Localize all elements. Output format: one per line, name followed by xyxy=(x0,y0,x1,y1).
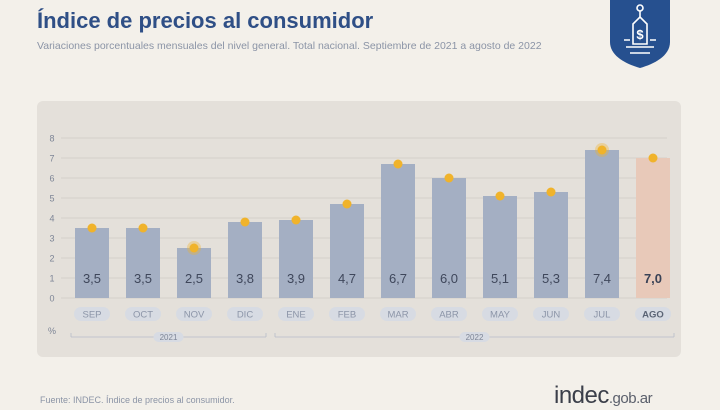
logo-suffix: .gob.ar xyxy=(608,390,653,407)
bar xyxy=(75,228,109,298)
bar xyxy=(228,222,262,298)
bar xyxy=(279,220,313,298)
category-pill xyxy=(227,307,263,321)
category-pill xyxy=(431,307,467,321)
data-point xyxy=(291,215,301,225)
bar-chart: 0 1 2 3 4 5 6 7 8% 3,5 SEP 3,5 OCT 2,5 NOV 3,8 DIC 3,9 ENE… xyxy=(48,134,675,342)
bar xyxy=(432,178,466,298)
bar xyxy=(636,158,670,298)
x-tick-label: NOV xyxy=(184,310,205,321)
x-tick-label: ABR xyxy=(439,310,459,321)
data-label: 2,5 xyxy=(185,271,203,286)
data-point xyxy=(240,217,250,227)
data-point xyxy=(342,199,352,209)
category-pill xyxy=(329,307,365,321)
price-tag-dollar-icon: $ xyxy=(610,0,670,68)
data-label: 7,0 xyxy=(644,271,662,286)
x-tick-label: OCT xyxy=(133,310,153,321)
bar xyxy=(330,204,364,298)
year-pill xyxy=(459,332,490,342)
indec-logo: indec.gob.ar xyxy=(554,382,653,410)
data-label: 6,7 xyxy=(389,271,407,286)
chart-title: Índice de precios al consumidor xyxy=(37,8,374,33)
category-pill xyxy=(176,307,212,321)
data-label: 5,1 xyxy=(491,271,509,286)
category-pill xyxy=(482,307,518,321)
chart-panel: 0 1 2 3 4 5 6 7 8% 3,5 SEP 3,5 OCT 2,5 NOV 3,8 DIC 3,9 ENE… xyxy=(37,101,681,357)
bar xyxy=(381,164,415,298)
data-label: 7,4 xyxy=(593,271,611,286)
category-pill xyxy=(278,307,314,321)
y-tick-label: 8 xyxy=(49,134,54,144)
x-tick-label: SEP xyxy=(82,310,101,321)
data-label: 5,3 xyxy=(542,271,560,286)
x-tick-label: ENE xyxy=(286,310,306,321)
bar xyxy=(585,150,619,298)
data-label: 3,5 xyxy=(134,271,152,286)
category-pill xyxy=(635,307,671,321)
year-label: 2022 xyxy=(466,333,484,342)
chart-subtitle: Variaciones porcentuales mensuales del n… xyxy=(37,40,542,52)
data-point xyxy=(444,173,454,183)
data-label: 6,0 xyxy=(440,271,458,286)
data-label: 3,5 xyxy=(83,271,101,286)
x-tick-label: FEB xyxy=(338,310,356,321)
badge-shield xyxy=(610,0,670,68)
svg-text:$: $ xyxy=(636,27,644,42)
data-label: 3,9 xyxy=(287,271,305,286)
y-tick-label: 6 xyxy=(49,174,54,184)
x-tick-label: DIC xyxy=(237,310,254,321)
data-point xyxy=(495,191,505,201)
y-tick-label: 5 xyxy=(49,194,54,204)
x-tick-label: AGO xyxy=(642,310,664,321)
bar xyxy=(126,228,160,298)
y-tick-label: 1 xyxy=(49,274,54,284)
category-pill xyxy=(533,307,569,321)
x-tick-label: MAR xyxy=(387,310,408,321)
y-tick-label: 7 xyxy=(49,154,54,164)
y-axis-unit: % xyxy=(48,326,56,336)
bar xyxy=(534,192,568,298)
category-pill xyxy=(584,307,620,321)
data-point xyxy=(597,145,607,155)
y-tick-label: 2 xyxy=(49,254,54,264)
source-note: Fuente: INDEC. Índice de precios al cons… xyxy=(40,395,235,405)
x-tick-label: JUN xyxy=(542,310,561,321)
data-label: 3,8 xyxy=(236,271,254,286)
data-point xyxy=(393,159,403,169)
y-tick-label: 4 xyxy=(49,214,54,224)
x-tick-label: JUL xyxy=(594,310,611,321)
y-tick-label: 0 xyxy=(49,294,54,304)
y-tick-label: 3 xyxy=(49,234,54,244)
category-pill xyxy=(74,307,110,321)
bar xyxy=(177,248,211,298)
year-label: 2021 xyxy=(160,333,178,342)
data-point xyxy=(648,153,658,163)
category-pill xyxy=(380,307,416,321)
category-pill xyxy=(125,307,161,321)
data-point xyxy=(138,223,148,233)
data-point xyxy=(189,243,199,253)
data-point xyxy=(87,223,97,233)
year-pill xyxy=(153,332,184,342)
data-label: 4,7 xyxy=(338,271,356,286)
data-point xyxy=(546,187,556,197)
bar xyxy=(483,196,517,298)
x-tick-label: MAY xyxy=(490,310,511,321)
